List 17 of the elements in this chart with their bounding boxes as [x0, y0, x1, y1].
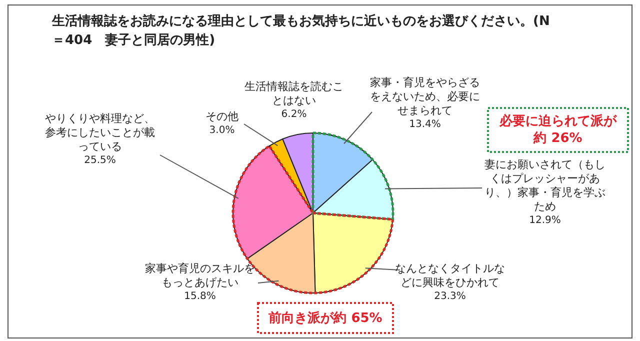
slice-label: 妻にお願いされて（もしくはプレッシャーがあり、）家事・育児を学ぶため [484, 158, 606, 213]
slice-label: やりくりや料理など、参考にしたいことが載っている [45, 112, 155, 153]
slice-label: なんとなくタイトルなどに興味をひかれて [395, 262, 505, 289]
text: 前向き派が約 65% [268, 310, 382, 326]
text: 必要に迫られて派が約 26% [498, 113, 618, 147]
data-label: 25.5% [83, 154, 117, 168]
slice-label: 家事や育児のスキルをもっとあげたい [145, 262, 255, 289]
slice-label: その他 [206, 110, 238, 123]
data-label: 12.9% [528, 214, 562, 228]
data-label: 6.2% [280, 108, 308, 122]
slice-label: 生活情報誌を読むことはない [244, 80, 344, 107]
data-label: 15.8% [183, 290, 217, 304]
data-label: 23.3% [433, 290, 467, 304]
chart-title: 生活情報誌をお読みになる理由として最もお気持ちに近いものをお選びください。(N＝404 妻子と同居の男性) [52, 13, 551, 50]
slice-label: 家事・育児をやらざるをえないため、必要にせまられて [370, 76, 480, 117]
data-label: 3.0% [208, 124, 236, 138]
data-label: 13.4% [408, 118, 442, 132]
